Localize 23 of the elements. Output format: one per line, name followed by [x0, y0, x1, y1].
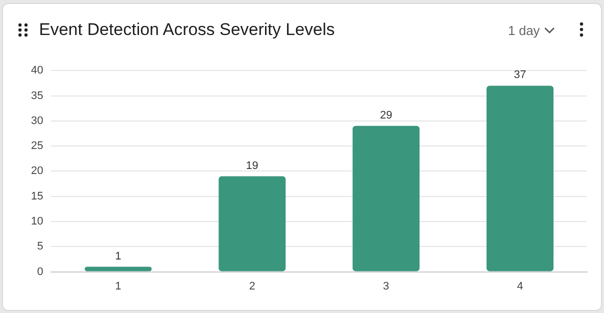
- x-tick-label: 3: [383, 280, 390, 292]
- bar: [352, 126, 420, 272]
- chart-title: Event Detection Across Severity Levels: [39, 20, 335, 40]
- x-tick-label: 1: [115, 280, 122, 292]
- y-tick-label: 35: [30, 90, 44, 102]
- y-tick-label: 10: [30, 216, 44, 228]
- y-tick-label: 15: [30, 190, 44, 202]
- data-label: 29: [380, 109, 392, 122]
- y-tick-label: 20: [30, 165, 44, 178]
- x-tick-label: 4: [516, 280, 524, 292]
- x-tick-label: 2: [249, 280, 256, 292]
- y-tick-label: 40: [30, 64, 44, 77]
- y-tick-label: 25: [30, 140, 44, 152]
- y-tick-label: 5: [37, 240, 44, 253]
- data-label: 19: [246, 160, 258, 172]
- text: 1 day: [508, 23, 540, 38]
- bar: [486, 86, 554, 272]
- data-label: 37: [514, 69, 526, 82]
- bar: [84, 266, 152, 272]
- bar: [218, 176, 286, 272]
- data-label: 1: [115, 250, 122, 262]
- y-tick-label: 0: [37, 266, 44, 278]
- y-tick-label: 30: [30, 114, 44, 127]
